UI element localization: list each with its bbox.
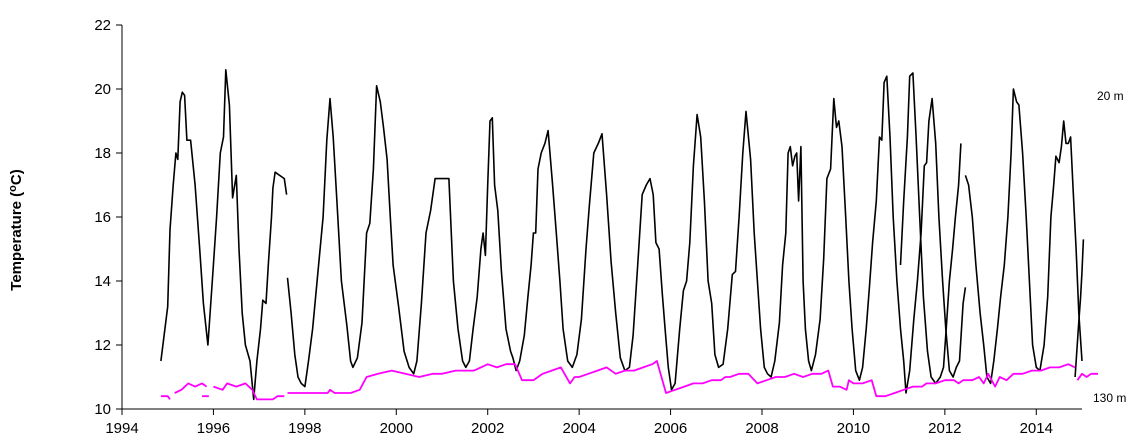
series-line-130m [213,382,285,401]
x-tick-label: 2000 [380,420,413,437]
x-tick-label: 2014 [1020,420,1053,437]
series-line-130m [174,382,208,394]
y-tick-label: 12 [94,337,111,354]
series-label-20m: 20 m [1097,89,1124,103]
x-tick-label: 1996 [197,420,230,437]
series-line-20m [964,88,1083,385]
x-tick-label: 1994 [105,420,138,437]
series-line-130m [287,360,1076,398]
series-label-130m: 130 m [1093,391,1126,405]
y-axis-title: Temperature (oC) [7,169,25,290]
y-axis-title-superscript: o [7,185,19,192]
x-tick-label: 2010 [837,420,870,437]
x-tick-label: 1998 [288,420,321,437]
plot-area [160,69,1098,401]
y-axis-title-text: Temperature ( [8,192,25,291]
x-tick-label: 2008 [745,420,778,437]
y-tick-label: 10 [94,401,111,418]
y-tick-label: 16 [94,209,111,226]
series-line-130m [160,395,171,400]
y-axis-title-unit: C) [8,169,25,185]
x-tick-label: 2006 [654,420,687,437]
series-line-20m [286,75,967,394]
x-tick-label: 2004 [562,420,595,437]
series-line-20m [1074,239,1085,378]
series-line-20m [160,69,288,401]
tick-group: 10 12 14 16 18 20 22 1994 1996 1998 2000 2002 2004 20… [94,17,1053,437]
series-line-20m [899,72,962,385]
y-tick-label: 20 [94,81,111,98]
x-tick-label: 2002 [471,420,504,437]
y-tick-label: 18 [94,145,111,162]
y-tick-label: 14 [94,273,111,290]
series-line-130m [1076,372,1098,381]
y-tick-label: 22 [94,17,111,34]
x-tick-label: 2012 [928,420,961,437]
